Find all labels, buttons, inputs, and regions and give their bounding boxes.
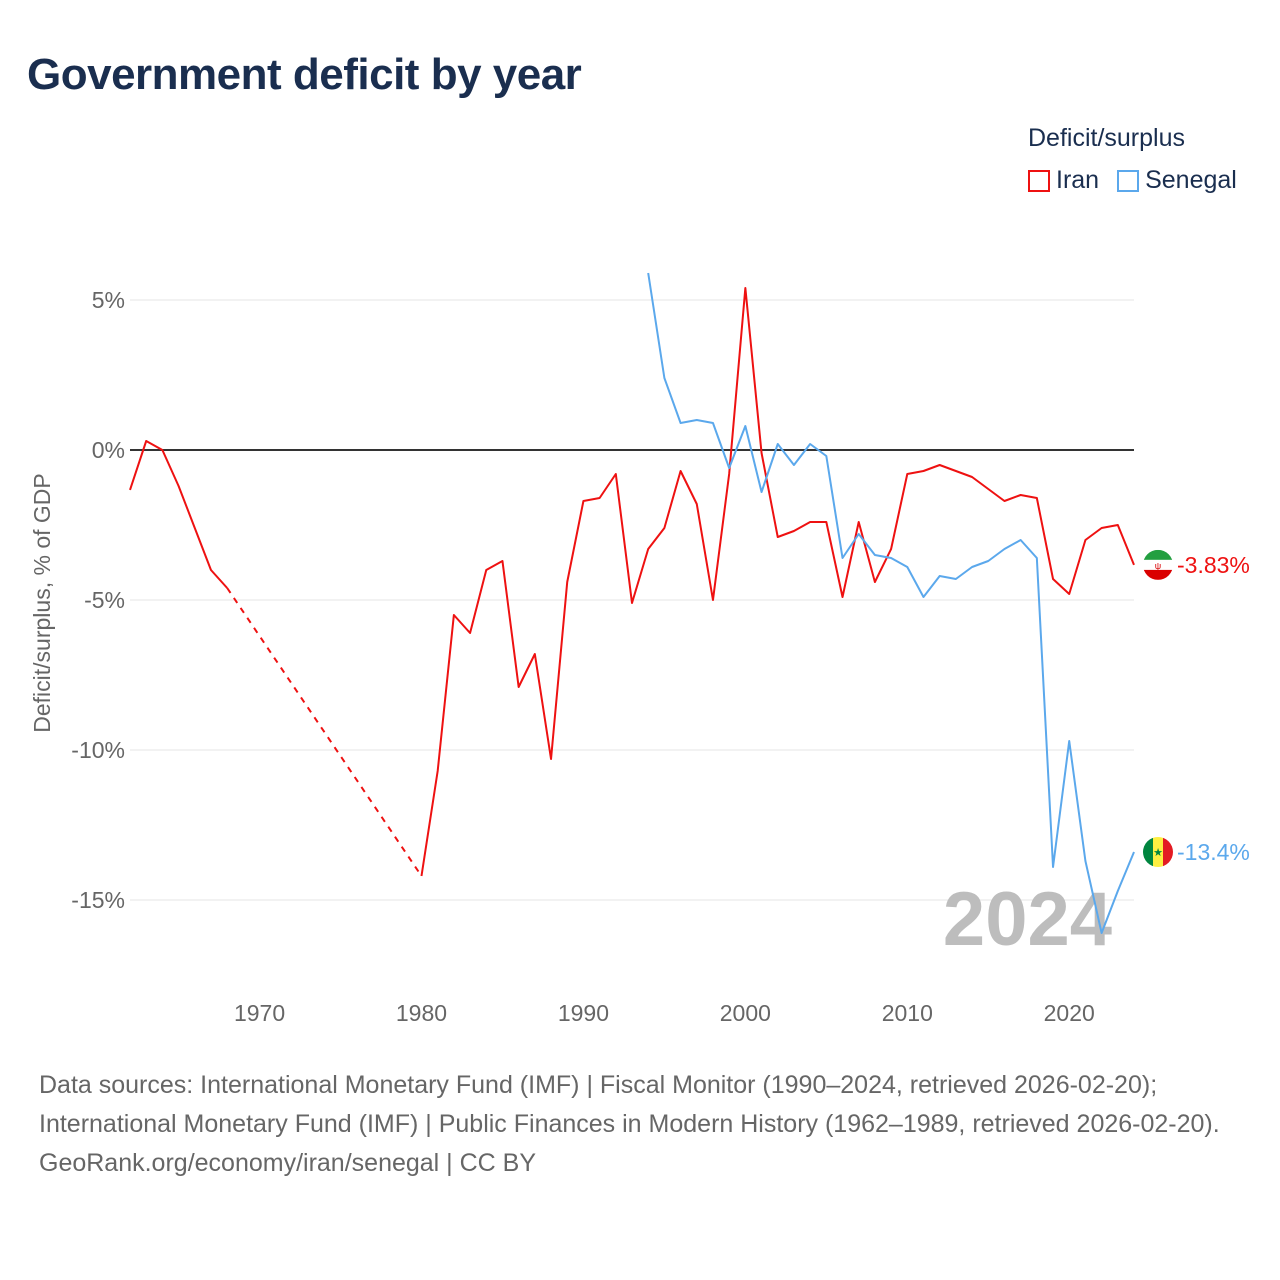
y-tick-label: 5%: [92, 287, 125, 313]
chart-title: Government deficit by year: [27, 50, 582, 99]
x-tick-label: 2010: [882, 1000, 933, 1026]
flag-iran-icon: ψ: [1143, 549, 1173, 580]
x-tick-label: 1980: [396, 1000, 447, 1026]
data-sources: Data sources: International Monetary Fun…: [39, 1071, 1220, 1138]
series-line-iran: [420, 287, 1135, 877]
x-tick-label: 1970: [234, 1000, 285, 1026]
legend-label-senegal: Senegal: [1145, 166, 1237, 194]
end-label-iran: -3.83%: [1177, 552, 1250, 578]
svg-text:ψ: ψ: [1155, 561, 1161, 571]
legend-title: Deficit/surplus: [1028, 124, 1185, 152]
x-tick-label: 1990: [558, 1000, 609, 1026]
legend-swatch-iran: [1028, 169, 1050, 192]
chart-svg: 5% 0% -5% -10% -15% 1970 1980 1990 2000 2010 2020 D…: [29, 272, 1250, 1026]
y-axis-label: Deficit/surplus, % of GDP: [29, 473, 55, 732]
flag-senegal-icon: ★: [1143, 837, 1173, 867]
x-tick-label: 2020: [1044, 1000, 1095, 1026]
year-watermark: 2024: [943, 877, 1112, 962]
legend-swatch-senegal: [1117, 169, 1140, 192]
y-tick-label: -10%: [71, 737, 125, 763]
end-label-senegal: -13.4%: [1177, 839, 1250, 865]
y-tick-label: -5%: [84, 587, 125, 613]
legend: Iran Senegal: [1028, 166, 1237, 195]
legend-item-iran[interactable]: Iran: [1028, 166, 1099, 195]
x-tick-label: 2000: [720, 1000, 771, 1026]
credit-link[interactable]: GeoRank.org/economy/iran/senegal | CC BY: [39, 1149, 537, 1177]
legend-label-iran: Iran: [1056, 166, 1100, 194]
y-tick-label: -15%: [71, 887, 125, 913]
series-line-iran: [129, 440, 228, 589]
gap-line-iran: [226, 587, 423, 877]
legend-item-senegal[interactable]: Senegal: [1117, 166, 1237, 195]
series-line-senegal: [647, 272, 1135, 934]
footer: Data sources: International Monetary Fun…: [39, 1066, 1249, 1183]
y-tick-label: 0%: [92, 437, 125, 463]
svg-text:★: ★: [1153, 847, 1163, 859]
